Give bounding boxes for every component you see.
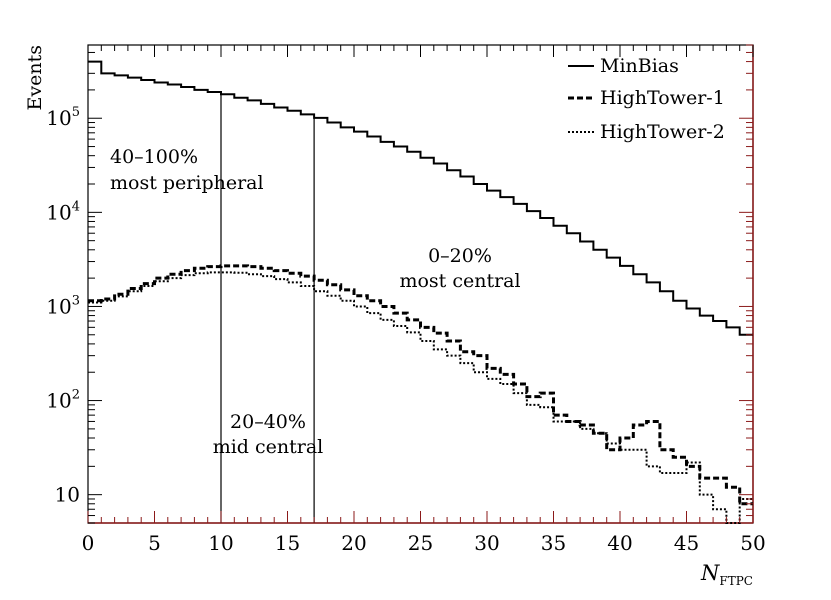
y-tick-base: 10 [46, 294, 71, 318]
y-tick-exponent: 2 [72, 388, 80, 403]
x-tick-label: 50 [740, 531, 765, 555]
y-tick-label: 103 [46, 293, 80, 318]
y-tick-exponent: 5 [72, 105, 80, 120]
y-tick-base: 10 [55, 483, 80, 507]
annotation-central-line: 0–20% [428, 245, 492, 267]
annotation-mid-line: 20–40% [230, 411, 306, 433]
y-tick-label: 104 [46, 199, 80, 224]
legend-label: MinBias [600, 55, 679, 77]
y-tick-base: 10 [46, 389, 71, 413]
legend-label: HighTower-2 [600, 121, 725, 143]
x-tick-label: 10 [208, 531, 233, 555]
x-tick-label: 40 [607, 531, 632, 555]
annotation-peripheral-line: 40–100% [110, 146, 198, 168]
annotation-peripheral-line: most peripheral [110, 172, 264, 194]
y-tick-label: 102 [46, 388, 80, 413]
annotation-central-line: most central [399, 270, 520, 292]
x-tick-label: 20 [341, 531, 366, 555]
annotation-mid-line: mid central [213, 436, 324, 458]
x-axis-label: NFTPC [700, 561, 753, 588]
x-tick-label: 5 [148, 531, 161, 555]
y-tick-exponent: 4 [72, 199, 80, 214]
series-line-minbias [88, 60, 753, 336]
x-tick-label: 35 [541, 531, 566, 555]
x-tick-label: 45 [674, 531, 699, 555]
legend-label: HighTower-1 [600, 87, 725, 109]
y-tick-base: 10 [46, 106, 71, 130]
x-axis-label-subscript: FTPC [719, 574, 753, 588]
y-tick-exponent: 3 [72, 293, 80, 308]
x-axis-label-main: N [700, 561, 720, 585]
x-tick-label: 0 [82, 531, 95, 555]
x-tick-label: 15 [275, 531, 300, 555]
x-tick-label: 25 [408, 531, 433, 555]
series-line-hightower-1 [88, 264, 753, 506]
y-axis-label: Events [24, 45, 46, 110]
series-line-hightower-2 [88, 271, 753, 524]
y-tick-label: 10 [55, 483, 80, 507]
y-tick-base: 10 [46, 200, 71, 224]
x-tick-label: 30 [474, 531, 499, 555]
y-tick-label: 105 [46, 105, 80, 130]
